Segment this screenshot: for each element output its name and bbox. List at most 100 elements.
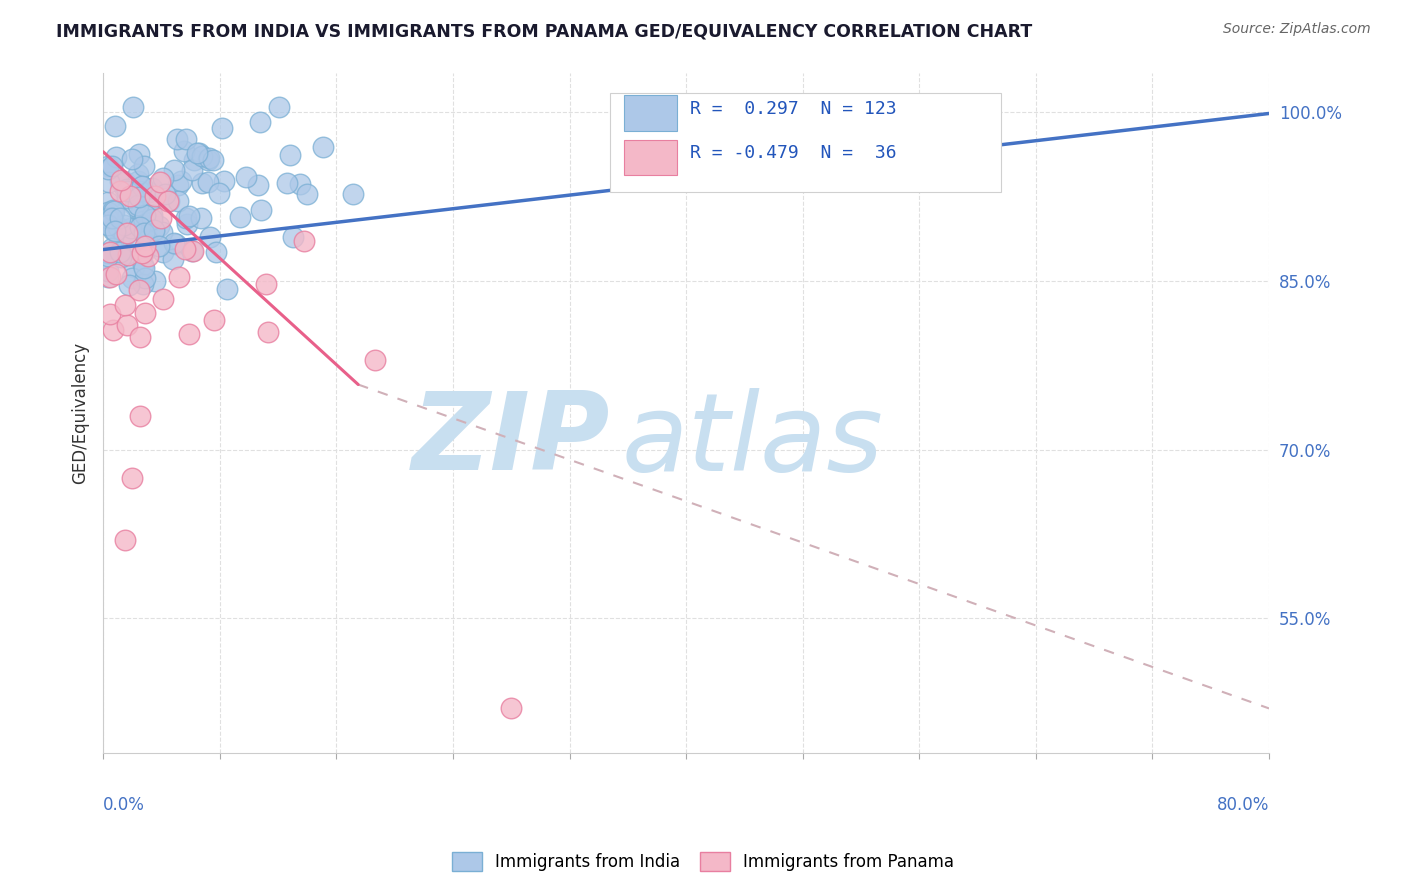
Text: R = -0.479  N =  36: R = -0.479 N = 36: [689, 145, 896, 162]
Point: [127, 197, 149, 211]
Point: [148, 219, 170, 233]
Point: [129, 205, 152, 219]
Point: [215, 281, 238, 295]
Point: [292, 234, 315, 248]
Point: [96, 211, 118, 226]
FancyBboxPatch shape: [624, 140, 676, 175]
Point: [190, 211, 212, 226]
Point: [96, 249, 118, 263]
Point: [131, 178, 153, 193]
Point: [249, 202, 271, 217]
Point: [170, 174, 193, 188]
Point: [167, 194, 190, 208]
Point: [295, 186, 318, 201]
Point: [110, 173, 132, 187]
Point: [197, 175, 219, 189]
Point: [128, 184, 150, 198]
Point: [122, 260, 145, 274]
Text: Source: ZipAtlas.com: Source: ZipAtlas.com: [1223, 22, 1371, 37]
Point: [110, 250, 132, 264]
Point: [257, 326, 280, 340]
Point: [117, 191, 139, 205]
Point: [131, 246, 153, 260]
Point: [104, 224, 127, 238]
Point: [128, 190, 150, 204]
Point: [235, 170, 257, 185]
Point: [101, 223, 124, 237]
Point: [288, 177, 311, 191]
Point: [131, 213, 153, 227]
Text: atlas: atlas: [621, 388, 884, 493]
FancyBboxPatch shape: [624, 95, 676, 131]
Point: [181, 244, 204, 258]
Point: [112, 180, 135, 194]
Point: [101, 202, 124, 217]
Point: [143, 274, 166, 288]
Point: [141, 211, 163, 226]
Point: [114, 533, 136, 547]
Point: [181, 163, 204, 178]
Point: [96, 264, 118, 278]
Point: [188, 146, 211, 161]
Point: [229, 210, 252, 224]
Point: [211, 120, 233, 135]
Point: [283, 229, 305, 244]
Point: [134, 271, 156, 285]
Point: [364, 352, 387, 367]
Point: [212, 174, 235, 188]
Point: [114, 175, 136, 189]
Point: [97, 159, 120, 173]
Point: [117, 182, 139, 196]
Point: [135, 233, 157, 247]
Text: 0.0%: 0.0%: [103, 797, 145, 814]
Point: [153, 186, 176, 201]
Point: [110, 174, 132, 188]
Point: [150, 226, 173, 240]
Point: [142, 225, 165, 239]
Point: [176, 211, 198, 226]
Point: [101, 322, 124, 336]
Point: [162, 252, 184, 266]
Point: [117, 245, 139, 260]
Point: [134, 208, 156, 222]
Point: [117, 226, 139, 240]
Point: [186, 146, 208, 161]
Point: [107, 220, 129, 235]
Point: [105, 149, 128, 163]
Point: [100, 270, 122, 285]
Point: [202, 153, 225, 168]
Point: [205, 244, 228, 259]
Point: [118, 188, 141, 202]
Point: [197, 153, 219, 167]
Point: [191, 149, 214, 163]
Point: [166, 132, 188, 146]
Point: [148, 239, 170, 253]
Point: [163, 235, 186, 250]
Legend: Immigrants from India, Immigrants from Panama: Immigrants from India, Immigrants from P…: [443, 843, 963, 880]
Point: [152, 171, 174, 186]
Point: [96, 205, 118, 219]
Y-axis label: GED/Equivalency: GED/Equivalency: [72, 343, 89, 484]
Point: [152, 292, 174, 306]
Point: [101, 211, 124, 226]
Point: [157, 194, 180, 209]
Point: [150, 211, 173, 225]
Point: [104, 267, 127, 281]
Point: [96, 218, 118, 232]
Point: [110, 244, 132, 259]
Point: [98, 176, 121, 190]
Point: [117, 247, 139, 261]
Point: [122, 234, 145, 248]
Point: [141, 180, 163, 194]
Point: [127, 167, 149, 181]
Point: [276, 176, 298, 190]
FancyBboxPatch shape: [610, 94, 1001, 192]
Point: [152, 244, 174, 259]
Point: [112, 228, 135, 243]
Point: [114, 298, 136, 312]
Point: [97, 246, 120, 260]
Point: [103, 204, 125, 219]
Point: [278, 148, 301, 162]
Point: [101, 241, 124, 255]
Text: ZIP: ZIP: [412, 387, 610, 493]
